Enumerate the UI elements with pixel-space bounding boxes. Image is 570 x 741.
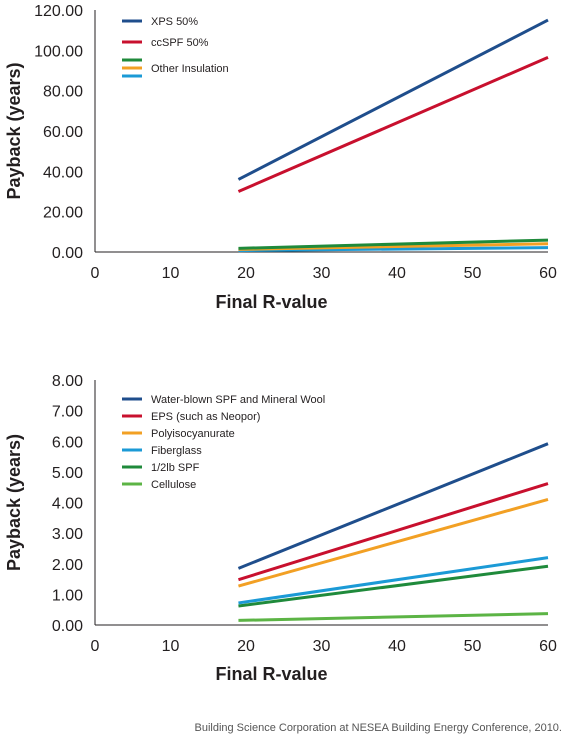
- chart-2-y-tick-label: 5.00: [52, 465, 83, 482]
- chart-2-x-tick-label: 60: [539, 638, 557, 655]
- chart-1-series-line: [238, 238, 549, 250]
- chart-1-y-tick-label: 0.00: [52, 245, 83, 262]
- chart-1-y-tick-label: 40.00: [43, 164, 83, 181]
- chart-2-y-tick-label: 1.00: [52, 587, 83, 604]
- chart-1-x-tick-label: 30: [313, 265, 331, 282]
- chart-2-x-tick-label: 0: [91, 638, 100, 655]
- chart-1-y-tick-label: 100.00: [34, 43, 83, 60]
- chart-2-x-tick-label: 50: [464, 638, 482, 655]
- chart-2-series-line: [238, 564, 549, 608]
- chart-2-x-tick-label: 40: [388, 638, 406, 655]
- chart-1-x-tick-label: 60: [539, 265, 557, 282]
- chart-1-x-tick-label: 40: [388, 265, 406, 282]
- chart-1-x-tick-label: 50: [464, 265, 482, 282]
- chart-2-legend-label: EPS (such as Neopor): [151, 411, 260, 423]
- chart-1-x-tick-label: 20: [237, 265, 255, 282]
- chart-1-series-line: [237, 18, 549, 181]
- chart-2-series-line: [238, 482, 549, 582]
- chart-1-y-tick-label: 120.00: [34, 3, 83, 20]
- chart-2-series-line: [237, 442, 549, 570]
- chart-1-x-tick-label: 10: [162, 265, 180, 282]
- chart-2-y-tick-label: 8.00: [52, 373, 83, 390]
- chart-1-x-tick-label: 0: [91, 265, 100, 282]
- chart-1-x-axis-title: Final R-value: [215, 292, 327, 312]
- chart-2-y-tick-label: 2.00: [52, 557, 83, 574]
- chart-2-y-axis-title: Payback (years): [4, 434, 24, 571]
- chart-2-x-axis-title: Final R-value: [215, 664, 327, 684]
- chart-1-y-tick-label: 80.00: [43, 84, 83, 101]
- chart-2-legend-label: Polyisocyanurate: [151, 428, 235, 440]
- chart-2-legend-label: Cellulose: [151, 479, 196, 491]
- chart-2-x-tick-label: 10: [162, 638, 180, 655]
- chart-1-y-tick-label: 20.00: [43, 205, 83, 222]
- chart-2-series-line: [238, 556, 549, 605]
- chart-1-series-line: [238, 246, 549, 253]
- chart-2-y-tick-label: 4.00: [52, 496, 83, 513]
- chart-1-legend-label: ccSPF 50%: [151, 37, 209, 49]
- chart-1-y-axis-title: Payback (years): [4, 62, 24, 199]
- source-note: Building Science Corporation at NESEA Bu…: [194, 722, 562, 734]
- chart-2-legend-label: Water-blown SPF and Mineral Wool: [151, 394, 325, 406]
- chart-2-x-tick-label: 30: [313, 638, 331, 655]
- chart-2-series-line: [238, 497, 549, 588]
- chart-2-y-tick-label: 0.00: [52, 618, 83, 635]
- chart-2-y-tick-label: 3.00: [52, 526, 83, 543]
- chart-1-legend-label: XPS 50%: [151, 16, 198, 28]
- chart-2-x-tick-label: 20: [237, 638, 255, 655]
- chart-1-y-tick-label: 60.00: [43, 124, 83, 141]
- chart-1-series-line: [237, 56, 549, 193]
- chart-2-y-tick-label: 7.00: [52, 404, 83, 421]
- chart-2-legend-label: Fiberglass: [151, 445, 202, 457]
- chart-2-y-tick-label: 6.00: [52, 434, 83, 451]
- chart-2-legend-label: 1/2lb SPF: [151, 462, 200, 474]
- chart-2-series-line: [238, 612, 549, 622]
- chart-1-legend-label: Other Insulation: [151, 63, 229, 75]
